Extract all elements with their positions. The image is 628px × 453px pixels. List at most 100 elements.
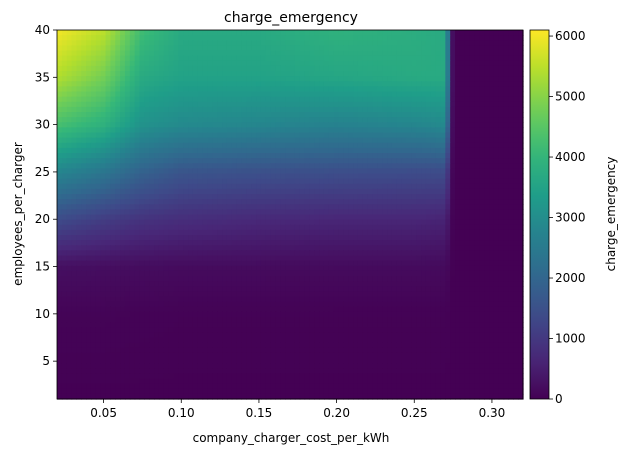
heatmap-cell — [144, 158, 150, 164]
heatmap-cell — [469, 45, 476, 52]
heatmap-cell — [178, 245, 184, 251]
heatmap-cell — [357, 270, 364, 277]
heatmap-cell — [154, 178, 160, 185]
heatmap-cell — [469, 91, 476, 98]
heatmap-cell — [430, 65, 437, 72]
heatmap-cell — [513, 142, 519, 149]
heatmap-cell — [236, 50, 243, 57]
heatmap-cell — [440, 235, 446, 241]
heatmap-cell — [154, 235, 160, 241]
heatmap-cell — [518, 183, 524, 190]
heatmap-cell — [498, 153, 505, 159]
heatmap-cell — [231, 255, 238, 262]
heatmap-cell — [76, 214, 82, 221]
heatmap-cell — [241, 122, 247, 128]
heatmap-cell — [57, 117, 63, 123]
heatmap-cell — [328, 276, 335, 282]
heatmap-cell — [81, 158, 87, 164]
heatmap-cell — [309, 265, 315, 272]
heatmap-cell — [163, 65, 170, 72]
heatmap-cell — [290, 219, 296, 226]
heatmap-cell — [236, 45, 243, 52]
heatmap-cell — [396, 71, 403, 77]
heatmap-cell — [518, 163, 524, 169]
heatmap-cell — [168, 101, 175, 108]
heatmap-cell — [314, 260, 320, 267]
heatmap-cell — [197, 91, 204, 98]
heatmap-cell — [188, 235, 194, 241]
heatmap-cell — [328, 117, 335, 123]
heatmap-cell — [105, 117, 111, 123]
heatmap-cell — [382, 224, 388, 231]
heatmap-cell — [158, 291, 165, 298]
heatmap-cell — [401, 229, 408, 236]
heatmap-cell — [469, 168, 476, 175]
heatmap-cell — [95, 45, 102, 52]
heatmap-cell — [387, 101, 393, 108]
heatmap-cell — [319, 142, 325, 149]
heatmap-cell — [323, 35, 330, 41]
heatmap-cell — [188, 122, 194, 128]
heatmap-cell — [260, 178, 267, 185]
heatmap-cell — [489, 137, 495, 144]
heatmap-cell — [149, 142, 155, 149]
heatmap-cell — [396, 224, 403, 231]
heatmap-cell — [144, 199, 150, 205]
heatmap-cell — [251, 153, 257, 159]
heatmap-cell — [445, 199, 451, 205]
heatmap-cell — [372, 112, 378, 118]
heatmap-cell — [367, 209, 374, 216]
heatmap-cell — [270, 132, 277, 139]
heatmap-cell — [464, 65, 471, 72]
heatmap-cell — [479, 163, 485, 169]
heatmap-cell — [440, 204, 446, 210]
heatmap-cell — [459, 260, 466, 267]
heatmap-cell — [450, 194, 456, 200]
heatmap-cell — [333, 147, 340, 154]
heatmap-cell — [115, 96, 121, 103]
heatmap-cell — [149, 76, 155, 82]
heatmap-cell — [299, 76, 306, 82]
heatmap-cell — [212, 286, 218, 292]
heatmap-cell — [144, 255, 150, 262]
heatmap-cell — [396, 291, 403, 298]
heatmap-cell — [469, 214, 476, 221]
heatmap-cell — [450, 96, 456, 103]
heatmap-cell — [333, 168, 340, 175]
heatmap-cell — [222, 65, 228, 72]
heatmap-cell — [396, 245, 403, 251]
heatmap-cell — [299, 137, 306, 144]
heatmap-cell — [469, 117, 476, 123]
heatmap-cell — [256, 112, 262, 118]
heatmap-cell — [226, 235, 233, 241]
heatmap-cell — [348, 147, 354, 154]
heatmap-cell — [285, 30, 291, 36]
heatmap-cell — [173, 45, 179, 52]
heatmap-cell — [71, 137, 78, 144]
heatmap-cell — [207, 199, 213, 205]
heatmap-cell — [120, 60, 126, 67]
heatmap-cell — [435, 224, 442, 231]
heatmap-cell — [178, 71, 184, 77]
heatmap-cell — [115, 40, 121, 46]
heatmap-cell — [124, 281, 131, 287]
heatmap-cell — [498, 199, 505, 205]
heatmap-cell — [178, 45, 184, 52]
heatmap-cell — [265, 91, 272, 98]
heatmap-cell — [178, 30, 184, 36]
heatmap-cell — [309, 188, 315, 195]
heatmap-cell — [435, 96, 442, 103]
heatmap-cell — [100, 122, 107, 128]
heatmap-cell — [66, 235, 73, 241]
heatmap-cell — [246, 178, 252, 185]
heatmap-cell — [236, 40, 243, 46]
heatmap-cell — [66, 137, 73, 144]
heatmap-cell — [76, 91, 82, 98]
heatmap-cell — [343, 132, 349, 139]
heatmap-cell — [372, 245, 378, 251]
heatmap-cell — [100, 240, 107, 246]
heatmap-cell — [149, 281, 155, 287]
heatmap-cell — [270, 40, 277, 46]
heatmap-cell — [328, 224, 335, 231]
heatmap-cell — [163, 204, 170, 210]
